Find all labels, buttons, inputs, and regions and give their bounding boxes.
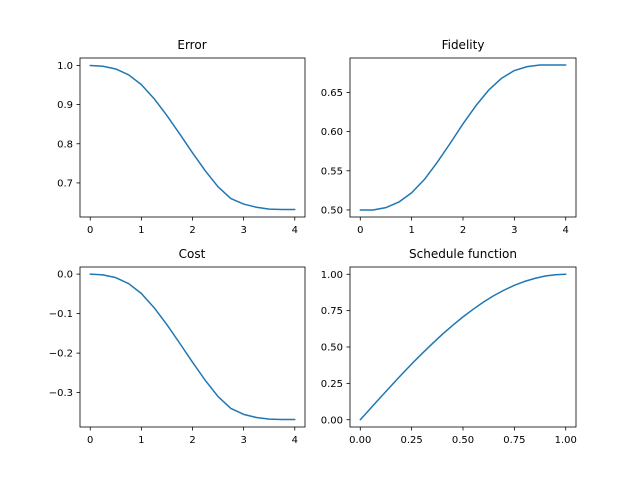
- x-tick-label: 0: [87, 225, 93, 236]
- x-tick-label: 3: [240, 435, 246, 446]
- y-tick-label: 0.50: [321, 206, 343, 217]
- plot-area: 0 1 2 3 4 0.0 −0.1 −0.2 −0.3: [49, 266, 306, 446]
- x-tick-label: 4: [563, 225, 569, 236]
- y-tick-label: 0.9: [57, 100, 73, 111]
- panel-fidelity: Fidelity 0 1 2 3 4 0.50 0.55 0.60 0.65: [321, 38, 577, 236]
- panel-schedule-function: Schedule function 0.00 0.25 0.50 0.75 1.000.…: [321, 247, 577, 446]
- x-tick-label: 0.75: [503, 435, 525, 446]
- panel-title: Cost: [179, 247, 206, 261]
- y-tick-label: 0.55: [321, 166, 343, 177]
- y-tick-label: 1.00: [321, 270, 343, 281]
- panel-title: Fidelity: [442, 38, 485, 52]
- x-tick-label: 0.00: [349, 435, 371, 446]
- x-tick-label: 0.50: [452, 435, 474, 446]
- x-tick-label: 3: [511, 225, 517, 236]
- x-tick-label: 2: [460, 225, 466, 236]
- panel-title: Error: [177, 38, 206, 52]
- y-tick-label: 0.00: [321, 415, 343, 426]
- plot-area: 0.00 0.25 0.50 0.75 1.00 0.00 0.25 0.50 0.75 1.00: [321, 266, 577, 446]
- y-tick-label: 0.65: [321, 88, 343, 99]
- series-line: [89, 64, 296, 211]
- y-tick-label: −0.1: [49, 309, 73, 320]
- y-tick-label: −0.2: [49, 349, 73, 360]
- y-tick-label: 0.25: [321, 379, 343, 390]
- x-tick-label: 2: [189, 435, 195, 446]
- x-tick-label: 1: [138, 225, 144, 236]
- series-line: [359, 64, 567, 211]
- y-tick-label: 0.0: [57, 270, 73, 281]
- x-tick-label: 4: [292, 435, 298, 446]
- y-tick-label: 0.7: [57, 179, 73, 190]
- x-tick-label: 0: [357, 225, 363, 236]
- x-tick-label: 1.00: [555, 435, 577, 446]
- plot-area: 0 1 2 3 4 0.50 0.55 0.60 0.65: [321, 57, 577, 236]
- y-tick-label: 0.75: [321, 306, 343, 317]
- x-tick-label: 1: [138, 435, 144, 446]
- y-tick-label: 0.50: [321, 343, 343, 354]
- y-tick-label: 0.8: [57, 139, 73, 150]
- x-tick-label: 0: [87, 435, 93, 446]
- y-tick-label: 0.60: [321, 127, 343, 138]
- y-tick-label: −0.3: [49, 388, 73, 399]
- panel-error: Error 0 1 2 3 4 0.7 0.8 0.9 1.0: [57, 38, 306, 236]
- x-tick-label: 2: [189, 225, 195, 236]
- x-tick-label: 4: [292, 225, 298, 236]
- series-line: [359, 273, 567, 421]
- plot-area: 0 1 2 3 4 0.7 0.8 0.9 1.0: [57, 57, 306, 236]
- panel-title: Schedule function: [409, 247, 517, 261]
- y-tick-label: 1.0: [57, 61, 73, 72]
- x-tick-label: 0.25: [401, 435, 423, 446]
- series-line: [89, 273, 296, 421]
- x-tick-label: 3: [240, 225, 246, 236]
- x-tick-label: 1: [408, 225, 414, 236]
- panel-cost: Cost 0 1 2 3 4 0.0 −0.1 −0.2 −0.3: [49, 247, 306, 446]
